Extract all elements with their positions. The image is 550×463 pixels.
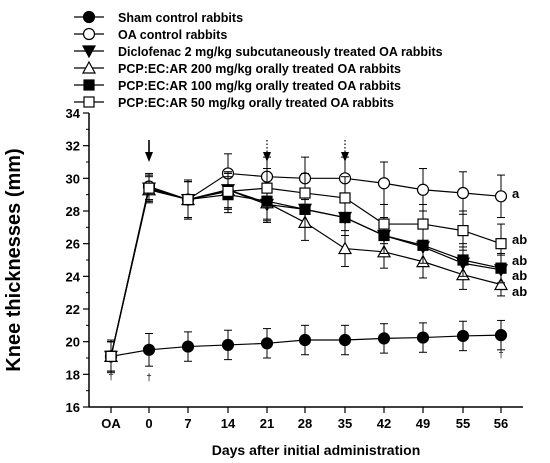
plot-area: 16 18 20 22 24 26 28 30 32 34 OA 0 7 14 21 28 35 42 49 55 5…	[66, 106, 528, 431]
series-6	[105, 168, 507, 372]
legend-label: Diclofenac 2 mg/kg subcutaneously treate…	[118, 45, 443, 59]
treatment-arrow	[145, 140, 153, 162]
legend-marker	[83, 96, 95, 108]
data-point	[299, 187, 311, 199]
legend-item: Diclofenac 2 mg/kg subcutaneously treate…	[74, 45, 443, 59]
significance-label: ab	[512, 253, 527, 268]
legend-item: PCP:EC:AR 100 mg/kg orally treated OA ra…	[74, 79, 401, 93]
x-tick-label: 42	[377, 416, 391, 431]
legend-label: OA control rabbits	[118, 28, 227, 42]
y-tick-label: 30	[66, 171, 80, 186]
significance-label: ab	[512, 284, 527, 299]
data-point	[222, 185, 234, 197]
data-point	[143, 182, 155, 194]
data-point	[377, 332, 391, 345]
arrow-head	[145, 152, 153, 162]
legend-marker	[83, 79, 95, 91]
legend-item: Sham control rabbits	[74, 10, 243, 25]
x-tick-label: 35	[338, 416, 352, 431]
legend-marker	[82, 27, 96, 41]
data-point	[105, 350, 117, 362]
data-point	[495, 262, 507, 274]
y-tick-label: 24	[66, 269, 81, 284]
y-tick-label: 20	[66, 335, 80, 350]
data-point	[495, 238, 507, 250]
y-tick-label: 18	[66, 367, 80, 382]
x-tick-label: 21	[260, 416, 274, 431]
data-point	[338, 333, 352, 347]
data-point	[298, 333, 312, 347]
data-point	[457, 254, 469, 266]
legend-marker	[81, 45, 97, 59]
dagger-mark: †	[108, 372, 114, 383]
data-point	[416, 331, 430, 344]
dagger-mark: †	[498, 350, 504, 361]
legend-item: PCP:EC:AR 200 mg/kg orally treated OA ra…	[74, 60, 401, 76]
y-tick-label: 16	[66, 400, 80, 415]
data-point	[182, 193, 194, 206]
data-point	[260, 337, 274, 350]
significance-label: ab	[512, 232, 527, 247]
data-point	[417, 218, 429, 230]
data-point	[457, 225, 469, 237]
data-point	[377, 177, 391, 190]
y-ticks: 16 18 20 22 24 26 28 30 32 34	[66, 106, 89, 415]
data-point	[337, 241, 353, 255]
y-tick-label: 26	[66, 237, 80, 252]
legend-item: OA control rabbits	[74, 27, 227, 42]
x-ticks: OA 0 7 14 21 28 35 42 49 55 56	[101, 407, 508, 431]
data-point	[339, 192, 351, 204]
data-point	[456, 329, 470, 343]
x-axis-label: Days after initial administration	[212, 442, 421, 458]
arrow-head	[263, 152, 271, 162]
treatment-arrow	[341, 140, 349, 162]
x-tick-label: 0	[145, 416, 152, 431]
y-tick-label: 32	[66, 139, 80, 154]
x-tick-label: 49	[416, 416, 430, 431]
data-point	[221, 338, 235, 352]
series-layer	[103, 153, 509, 374]
significance-label: a	[512, 186, 520, 201]
x-tick-label: 56	[494, 416, 508, 431]
series-line	[110, 172, 502, 357]
significance-label: ab	[512, 268, 527, 283]
x-tick-label: 14	[221, 416, 236, 431]
y-tick-label: 22	[66, 302, 80, 317]
legend-marker	[81, 60, 97, 74]
arrow-head	[341, 152, 349, 162]
x-tick-label: 55	[456, 416, 470, 431]
y-tick-label: 34	[66, 106, 81, 121]
legend-marker	[82, 10, 96, 24]
legend: Sham control rabbits OA control rabbits Di…	[74, 10, 443, 110]
treatment-arrow	[263, 140, 271, 162]
data-point	[416, 183, 430, 196]
legend-item: PCP:EC:AR 50 mg/kg orally treated OA rab…	[74, 96, 394, 110]
data-point	[261, 182, 273, 194]
y-tick-label: 28	[66, 204, 80, 219]
data-point	[494, 190, 508, 203]
data-point	[493, 277, 509, 291]
data-point	[494, 329, 508, 342]
x-tick-label: 28	[298, 416, 312, 431]
data-point	[456, 186, 470, 200]
legend-label: PCP:EC:AR 200 mg/kg orally treated OA ra…	[118, 62, 401, 76]
legend-label: Sham control rabbits	[118, 11, 243, 25]
series-1	[104, 319, 508, 374]
y-axis-label: Knee thicknesses (mm)	[3, 148, 25, 371]
x-tick-label: 7	[184, 416, 191, 431]
data-point	[181, 340, 195, 353]
data-point	[378, 218, 390, 230]
legend-label: PCP:EC:AR 50 mg/kg orally treated OA rab…	[118, 96, 394, 110]
legend-label: PCP:EC:AR 100 mg/kg orally treated OA ra…	[118, 79, 401, 93]
dagger-mark: †	[146, 373, 152, 384]
data-point	[142, 343, 156, 356]
x-tick-label: OA	[101, 416, 121, 431]
